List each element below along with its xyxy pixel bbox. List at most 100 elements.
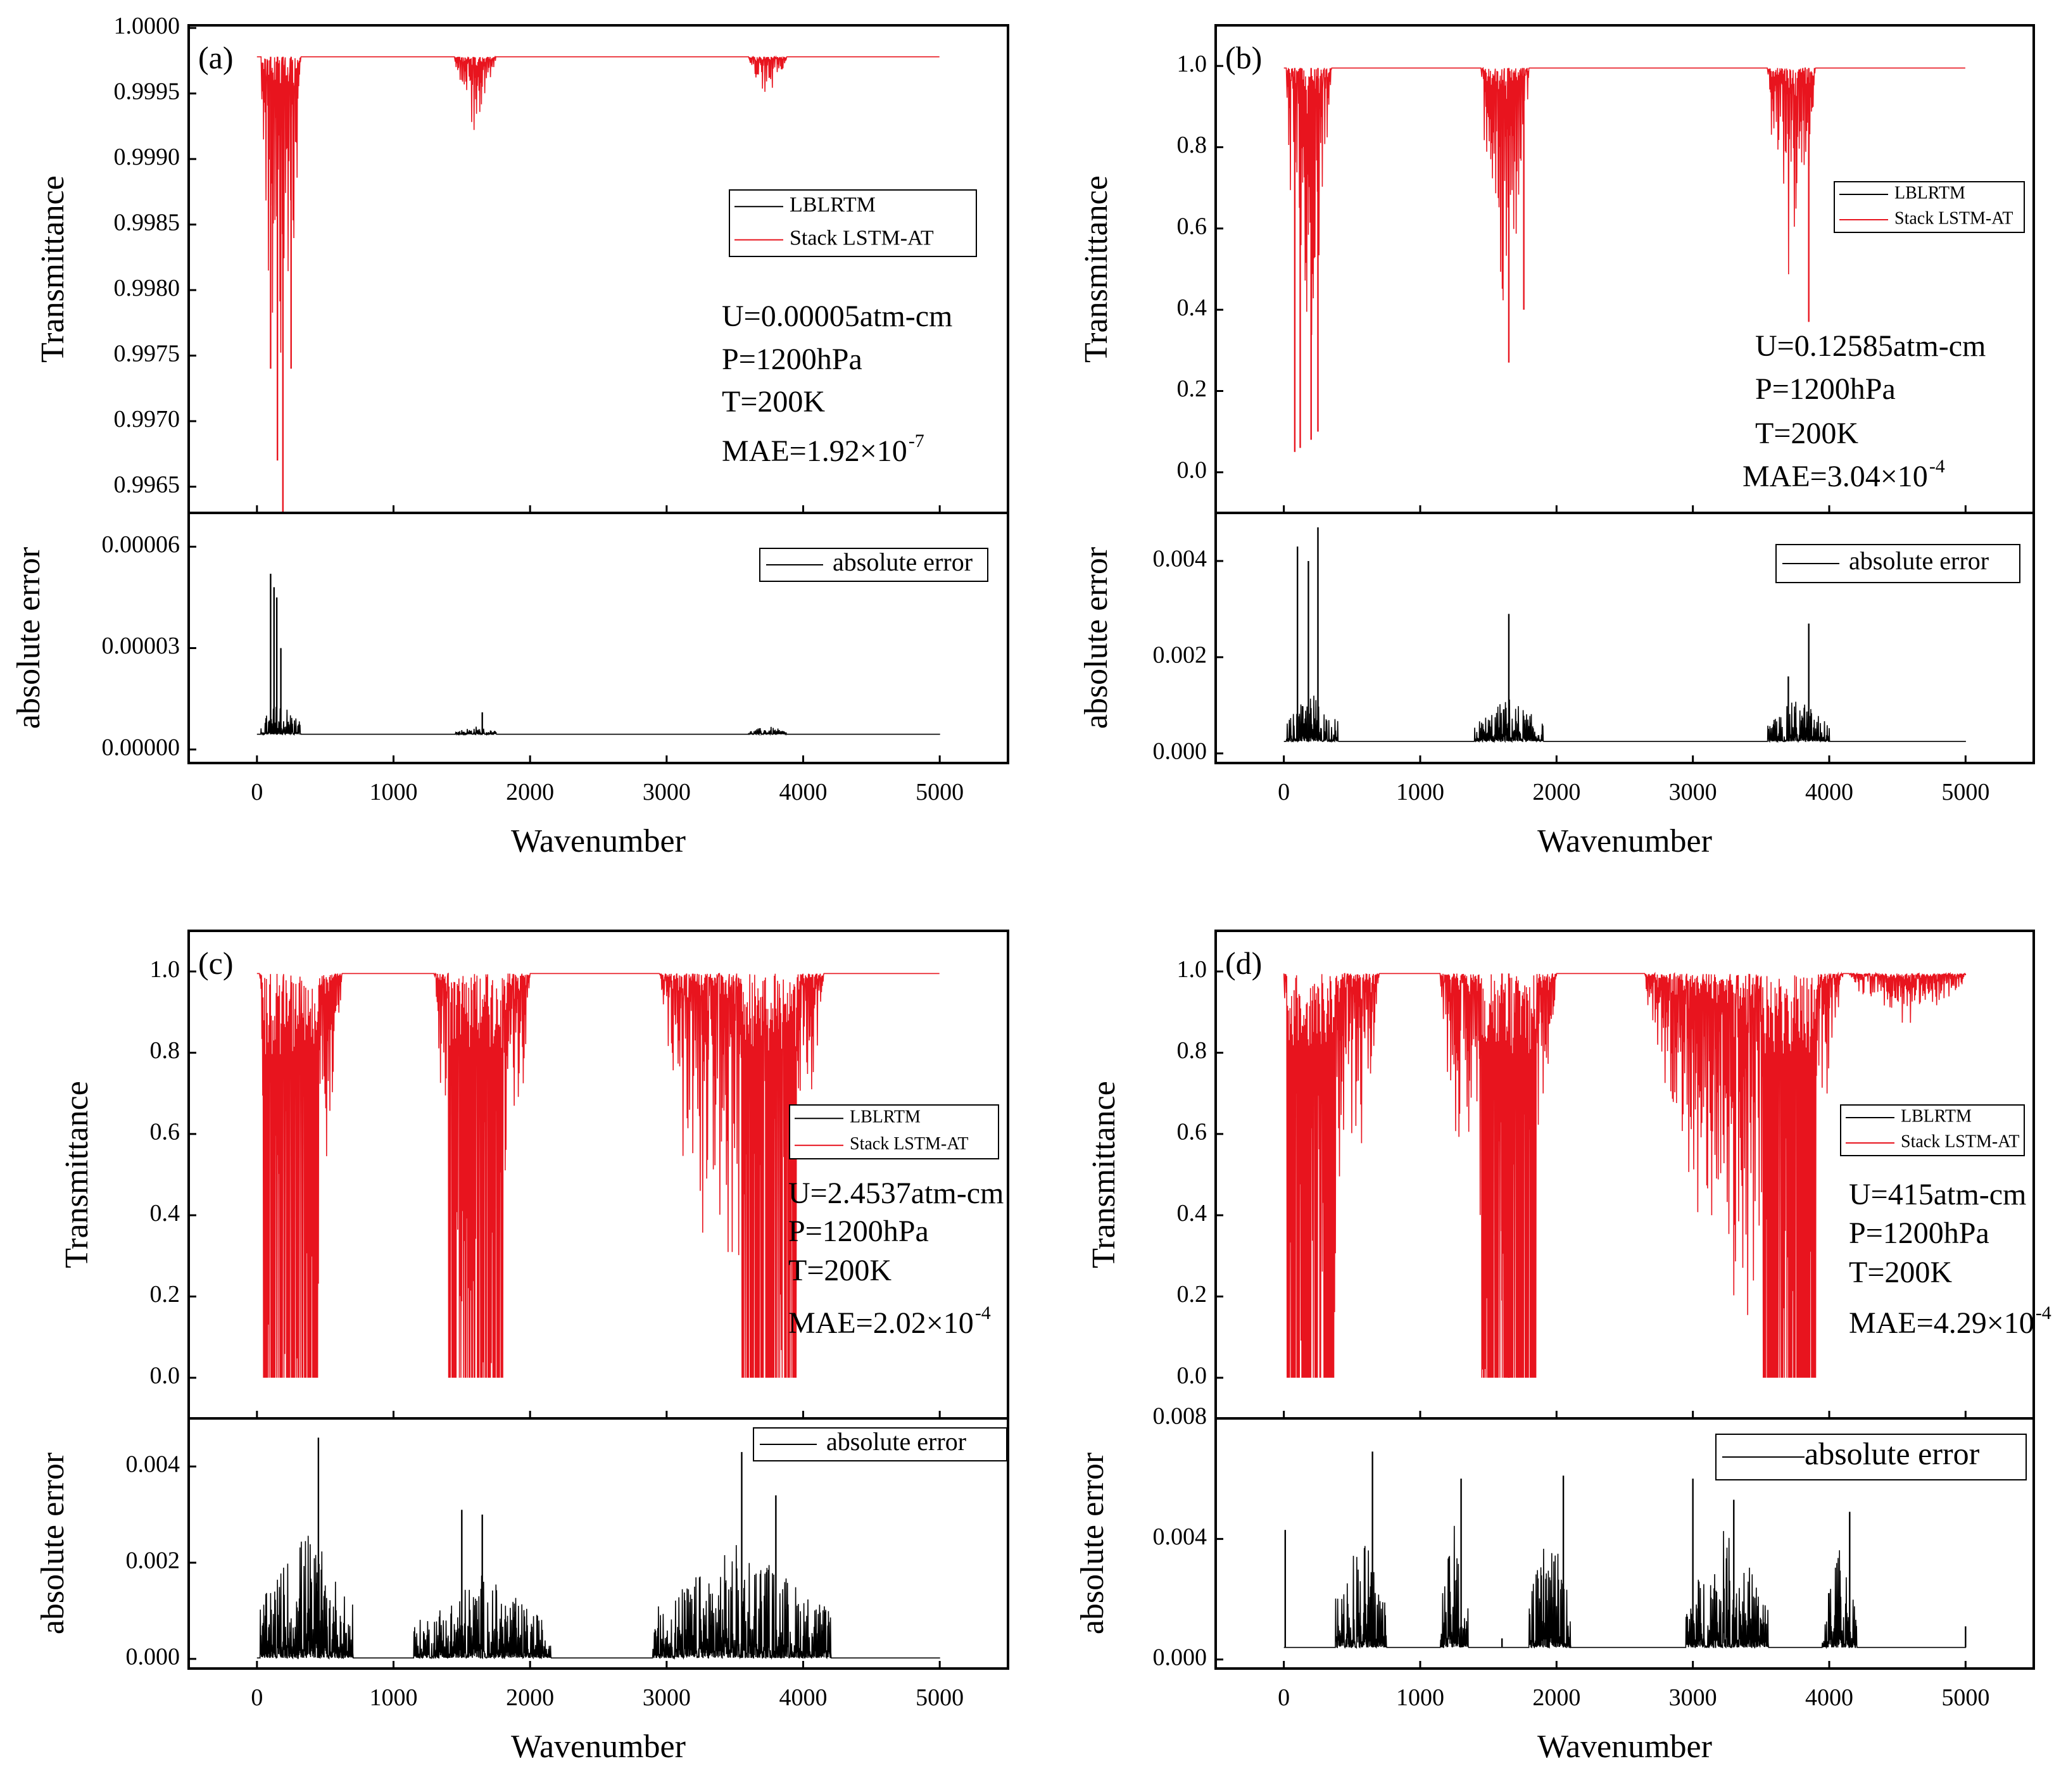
- legend-label: LBLRTM: [1894, 183, 1965, 203]
- panel-0: 1.0000 0.9995 0.9990 0.9985 0.9980 0.9975 0.99…: [11, 13, 1009, 859]
- ytick-label: 0.004: [126, 1451, 180, 1478]
- xlabel-wavenumber: Wavenumber: [1537, 823, 1712, 859]
- ytick-label: 0.9980: [114, 275, 180, 301]
- xtick-label: 1000: [1396, 1684, 1444, 1711]
- xtick-label: 1000: [1396, 779, 1444, 805]
- ytick-label: 0.2: [1177, 1281, 1207, 1308]
- legend-label: Stack LSTM-AT: [850, 1134, 968, 1154]
- bottom-plot-frame: [1214, 512, 2035, 764]
- ytick-label: 0.0: [1177, 1363, 1207, 1389]
- legend-label: Stack LSTM-AT: [1901, 1132, 2019, 1151]
- annotation-mae-exponent: -4: [975, 1303, 991, 1323]
- panel-3: 1.0 0.8 0.6 0.4 0.2 0.0 Transmittance (d) LBLRTM…: [1074, 930, 2051, 1765]
- xtick-label: 5000: [1941, 779, 1989, 805]
- annotation-mae-exponent: -4: [1929, 456, 1945, 477]
- ylabel-absolute-error: absolute error: [1078, 547, 1114, 729]
- ytick-label: 0.9975: [114, 340, 180, 367]
- ylabel-transmittance: Transmittance: [35, 175, 71, 363]
- panel-label: (c): [198, 945, 234, 981]
- ytick-label: 0.8: [150, 1037, 180, 1064]
- xtick-label: 5000: [916, 779, 964, 805]
- xtick-label: 2000: [1532, 1684, 1580, 1711]
- ylabel-transmittance: Transmittance: [1086, 1081, 1122, 1268]
- xtick-label: 3000: [643, 779, 691, 805]
- panel-label: (a): [198, 40, 234, 75]
- ytick-label: 0.9990: [114, 144, 180, 170]
- series-absolute-error: [1283, 695, 1966, 743]
- legend-label: LBLRTM: [790, 193, 876, 217]
- ytick-label: 0.000: [126, 1644, 180, 1670]
- ytick-label: 0.002: [126, 1548, 180, 1574]
- annotation-mae: MAE=1.92×10: [722, 434, 907, 468]
- ytick-label: 0.004: [1153, 546, 1207, 572]
- ytick-label: 0.4: [1177, 294, 1207, 321]
- xtick-label: 0: [251, 1684, 263, 1711]
- xtick-label: 3000: [1669, 779, 1717, 805]
- annotation-mae-exponent: -7: [909, 431, 924, 451]
- ytick-label: 0.00003: [102, 633, 180, 659]
- panel-label: (d): [1225, 945, 1262, 981]
- xtick-label: 2000: [506, 779, 554, 805]
- legend-label: LBLRTM: [850, 1107, 921, 1127]
- ytick-label: 0.9995: [114, 78, 180, 104]
- series-absolute-error: [256, 707, 940, 736]
- xlabel-wavenumber: Wavenumber: [511, 1729, 686, 1765]
- legend-label: Stack LSTM-AT: [790, 227, 934, 250]
- xtick-label: 2000: [506, 1684, 554, 1711]
- ytick-label: 0.8: [1177, 1037, 1207, 1064]
- ylabel-transmittance: Transmittance: [1078, 175, 1114, 363]
- error-legend-label: absolute error: [1849, 546, 1989, 575]
- ytick-label: 0.9970: [114, 406, 180, 432]
- series-absolute-error: [256, 1536, 940, 1660]
- panel-label: (b): [1225, 40, 1262, 75]
- annotation-text: T=200K: [1755, 417, 1858, 450]
- bottom-plot-frame: [1214, 1417, 2035, 1670]
- xtick-label: 0: [251, 779, 263, 805]
- xtick-label: 2000: [1532, 779, 1580, 805]
- xtick-label: 4000: [779, 779, 828, 805]
- annotation-text: P=1200hPa: [788, 1215, 929, 1248]
- series-stack-lstm-at: [256, 55, 940, 353]
- ytick-label: 1.0: [1177, 51, 1207, 77]
- ytick-label: 0.000: [1153, 1644, 1207, 1670]
- legend-label: LBLRTM: [1901, 1106, 1972, 1126]
- xlabel-wavenumber: Wavenumber: [511, 823, 686, 859]
- ytick-label: 0.008: [1153, 1403, 1207, 1430]
- ytick-label: 0.0: [150, 1363, 180, 1389]
- bottom-plot-frame: [187, 1417, 1009, 1670]
- legend-label: Stack LSTM-AT: [1894, 208, 2013, 228]
- xtick-label: 0: [1278, 1684, 1290, 1711]
- annotation-mae: MAE=4.29×10: [1849, 1306, 2034, 1340]
- legend-box: [1834, 181, 2025, 233]
- ytick-label: 0.8: [1177, 132, 1207, 158]
- series-stack-lstm-at: [1283, 66, 1965, 335]
- bottom-plot-frame: [187, 512, 1009, 764]
- annotation-text: T=200K: [722, 385, 825, 419]
- xlabel-wavenumber: Wavenumber: [1537, 1729, 1712, 1765]
- ytick-label: 0.6: [1177, 213, 1207, 240]
- xtick-label: 4000: [779, 1684, 828, 1711]
- top-plot-frame: [1214, 24, 2035, 514]
- ytick-label: 0.6: [1177, 1119, 1207, 1145]
- ytick-label: 1.0: [150, 956, 180, 983]
- annotation-text: P=1200hPa: [1849, 1216, 1989, 1250]
- xtick-label: 3000: [1669, 1684, 1717, 1711]
- ylabel-absolute-error: absolute error: [1074, 1453, 1111, 1634]
- annotation-mae: MAE=2.02×10: [788, 1306, 974, 1340]
- ytick-label: 0.6: [150, 1119, 180, 1145]
- error-legend-label: absolute error: [826, 1427, 966, 1456]
- annotation-text: T=200K: [1849, 1256, 1952, 1289]
- error-legend-label: absolute error: [1805, 1435, 1980, 1471]
- xtick-label: 5000: [916, 1684, 964, 1711]
- ytick-label: 0.4: [150, 1200, 180, 1227]
- xtick-label: 4000: [1805, 779, 1853, 805]
- ytick-label: 0.004: [1153, 1524, 1207, 1550]
- ytick-label: 0.0: [1177, 457, 1207, 484]
- series-stack-lstm-at: [1283, 971, 1967, 1378]
- ytick-label: 0.2: [150, 1281, 180, 1308]
- legend-box: [729, 189, 977, 257]
- series-absolute-error: [1283, 1525, 1966, 1650]
- ylabel-absolute-error: absolute error: [11, 547, 47, 729]
- ytick-label: 0.000: [1153, 738, 1207, 765]
- annotation-text: U=2.4537atm-cm: [788, 1177, 1004, 1210]
